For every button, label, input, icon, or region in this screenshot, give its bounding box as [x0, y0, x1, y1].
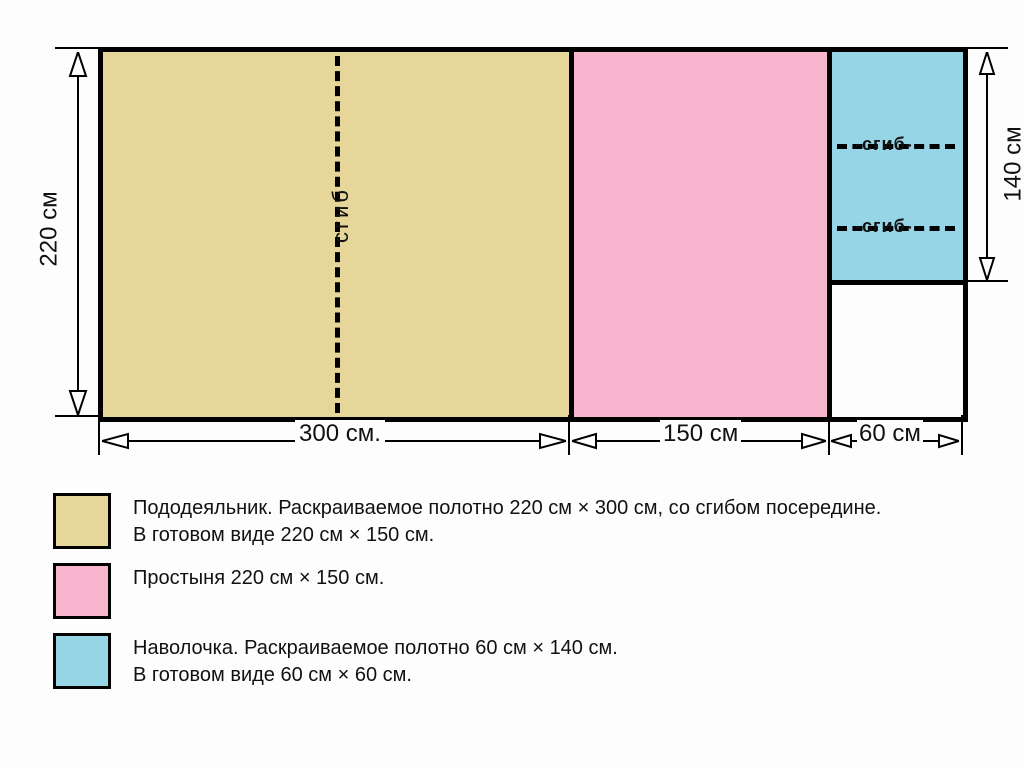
dim-label-sheet: 150 см	[660, 420, 741, 448]
dim-label-pillow: 60 см	[857, 420, 923, 448]
legend-swatch-pillow	[53, 633, 111, 689]
legend-text-duvet: Пододеяльник. Раскраиваемое полотно 220 …	[133, 493, 881, 549]
legend-row-sheet: Простыня 220 см × 150 см.	[53, 563, 953, 619]
legend-text-pillow: Наволочка. Раскраиваемое полотно 60 см ×…	[133, 633, 618, 689]
dim-label-left: 220 см	[36, 191, 64, 266]
dim-tick-b2	[568, 415, 570, 455]
dim-label-duvet: 300 см.	[295, 420, 385, 448]
dim-arrow-right	[973, 52, 1001, 280]
piece-pillow	[827, 52, 963, 280]
dim-tick-tr	[963, 47, 1008, 49]
legend-swatch-duvet	[53, 493, 111, 549]
piece-sheet	[569, 52, 827, 417]
dim-arrow-left	[63, 52, 93, 415]
legend-swatch-sheet	[53, 563, 111, 619]
cutting-diagram: сгиб -сгиб- -сгиб-	[98, 47, 968, 422]
dim-tick-b1	[98, 415, 100, 455]
legend-row-pillow: Наволочка. Раскраиваемое полотно 60 см ×…	[53, 633, 953, 689]
dim-tick-b4	[961, 415, 963, 455]
dim-tick-tl	[55, 47, 100, 49]
dim-tick-bl	[55, 415, 100, 417]
dim-label-right: 140 см	[1000, 126, 1024, 201]
dim-tick-rmid	[963, 280, 1008, 282]
legend: Пододеяльник. Раскраиваемое полотно 220 …	[53, 493, 953, 703]
fold-label-pillow-1: -сгиб-	[855, 134, 913, 155]
divider-sheet-pillow	[827, 52, 832, 417]
legend-text-sheet: Простыня 220 см × 150 см.	[133, 563, 384, 592]
legend-row-duvet: Пододеяльник. Раскраиваемое полотно 220 …	[53, 493, 953, 549]
fold-label-duvet: сгиб	[328, 187, 354, 243]
divider-pillow-scrap	[827, 280, 963, 285]
fold-label-pillow-2: -сгиб-	[855, 216, 913, 237]
dim-tick-b3	[828, 415, 830, 455]
divider-duvet-sheet	[569, 52, 574, 417]
